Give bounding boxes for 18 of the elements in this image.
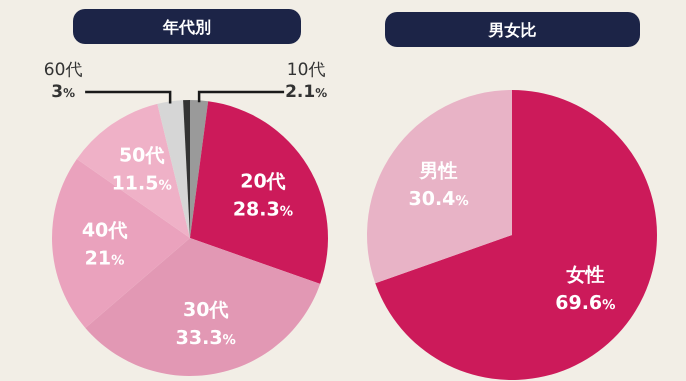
slice-label: 女性 xyxy=(565,264,604,286)
slice-label: 60代 xyxy=(44,60,82,80)
chart-title: 年代別 xyxy=(162,18,211,36)
data-label: 3% xyxy=(51,82,76,102)
data-label: 28.3% xyxy=(232,198,294,220)
data-label: 69.6% xyxy=(555,292,616,314)
data-label: 2.1% xyxy=(285,82,328,102)
data-label: 21% xyxy=(84,247,124,270)
slice-label: 30代 xyxy=(183,299,228,322)
data-label: 33.3% xyxy=(176,327,236,350)
data-label: 11.5% xyxy=(112,172,172,194)
slice-label: 40代 xyxy=(82,219,128,242)
chart-title: 男女比 xyxy=(488,20,536,40)
slice-label: 男性 xyxy=(418,160,458,182)
slice-label: 50代 xyxy=(118,144,164,166)
slice-label: 20代 xyxy=(240,170,286,192)
data-label: 30.4% xyxy=(408,188,469,210)
slice-label: 10代 xyxy=(286,60,326,80)
